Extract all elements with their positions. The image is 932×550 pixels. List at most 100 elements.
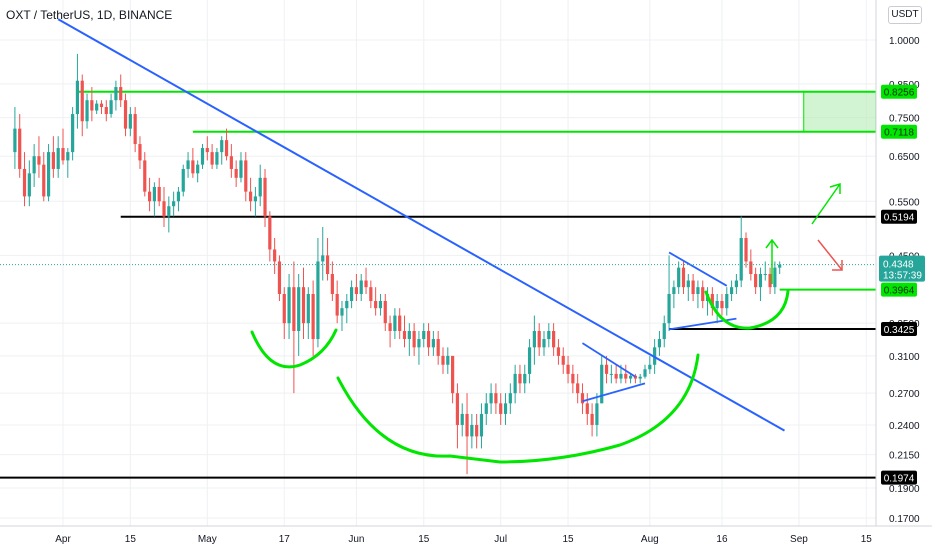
candle-body — [354, 287, 359, 294]
trendlines — [57, 18, 785, 432]
candle-body — [451, 355, 455, 394]
x-tick-label: Jun — [348, 534, 364, 545]
x-tick-label: 15 — [125, 534, 137, 545]
time-axis[interactable]: Apr 15 May 17 Jun 15 Jul 15 Aug 16 Sep 15 — [0, 525, 932, 545]
candle-body — [56, 148, 60, 169]
candle-body — [143, 160, 147, 192]
candle-body — [297, 287, 301, 331]
candle-body — [402, 330, 407, 340]
candle-body — [172, 201, 176, 207]
candle-body — [263, 177, 267, 217]
candle-body — [503, 403, 508, 414]
candle-body — [85, 100, 89, 122]
candle-body — [46, 152, 51, 197]
candle-body — [407, 330, 411, 340]
candle-body — [431, 339, 435, 348]
level-badge-label: 0.5194 — [884, 213, 915, 224]
candle-body — [532, 330, 536, 348]
level-badge — [881, 209, 917, 224]
candle-body — [677, 267, 681, 288]
candle-body — [715, 300, 719, 309]
candle-body — [619, 373, 623, 379]
candle-body — [205, 148, 209, 153]
candle-body — [114, 87, 118, 101]
candle-body — [552, 330, 556, 348]
head-arc — [336, 353, 700, 464]
x-tick-label: May — [198, 534, 217, 545]
x-tick-label: Aug — [641, 534, 659, 545]
candle-body — [475, 424, 479, 437]
y-tick-label: 0.7500 — [889, 114, 920, 125]
level-badge — [881, 282, 917, 297]
candle-body — [576, 383, 580, 394]
candle-body — [167, 206, 171, 217]
candle-body — [609, 373, 613, 375]
candle-body — [378, 300, 383, 309]
candle-body — [412, 330, 416, 348]
candle-body — [22, 168, 27, 197]
candle-body — [292, 287, 296, 331]
candle-body — [18, 128, 22, 169]
candle-body — [744, 237, 748, 262]
candle-body — [513, 373, 517, 394]
candle-body — [527, 347, 532, 374]
candle-body — [162, 201, 166, 217]
y-tick-label: 1.0000 — [889, 36, 920, 47]
candle-body — [508, 393, 512, 404]
candle-body — [398, 315, 402, 331]
candle-body — [330, 274, 334, 294]
candle-body — [426, 330, 431, 348]
candle-body — [128, 114, 132, 129]
candle-body — [253, 196, 257, 202]
currency-button[interactable]: USDT — [888, 6, 922, 24]
candle-body — [624, 373, 628, 379]
candle-body — [71, 114, 75, 153]
candle-body — [61, 148, 65, 161]
level-badge-label: 0.1974 — [884, 474, 915, 485]
trendline-downtrend — [57, 18, 785, 432]
chart-grid — [0, 0, 876, 526]
candle-body — [561, 355, 565, 365]
candle-body — [301, 287, 306, 324]
candle-body — [571, 373, 575, 384]
candle-body — [734, 280, 738, 288]
candle-body — [436, 339, 440, 356]
candle-body — [638, 376, 642, 379]
candle-body — [489, 393, 493, 404]
candle-body — [763, 274, 767, 276]
candle-body — [200, 148, 205, 165]
candle-body — [417, 339, 421, 348]
candle-body — [268, 216, 272, 250]
candle-body — [359, 280, 363, 294]
candle-body — [672, 287, 676, 294]
candle-body — [282, 293, 286, 324]
candle-body — [176, 191, 181, 202]
candle-body — [109, 100, 113, 115]
candle-body — [210, 152, 214, 165]
candle-body — [729, 287, 734, 294]
candle-body — [340, 308, 344, 316]
x-tick-label: 15 — [861, 534, 873, 545]
candle-body — [196, 164, 200, 174]
candle-body — [258, 177, 262, 197]
level-badge — [881, 470, 917, 485]
candle-body — [465, 413, 469, 437]
candle-body — [229, 156, 233, 169]
candle-body — [667, 293, 671, 324]
candle-body — [701, 287, 705, 301]
candle-body — [32, 156, 36, 174]
annotation-drawings — [250, 182, 843, 464]
candle-body — [749, 261, 753, 275]
candle-body — [383, 300, 387, 324]
level-badge — [881, 84, 917, 99]
candle-body — [441, 355, 445, 365]
candle-body — [595, 403, 599, 425]
candle-body — [446, 355, 450, 365]
x-tick-label: 15 — [562, 534, 574, 545]
level-badge — [881, 322, 917, 337]
up-right-arrow-icon — [811, 182, 841, 225]
candle-body — [542, 339, 546, 348]
candle-body — [90, 100, 94, 111]
y-tick-label: 0.2700 — [889, 389, 920, 400]
